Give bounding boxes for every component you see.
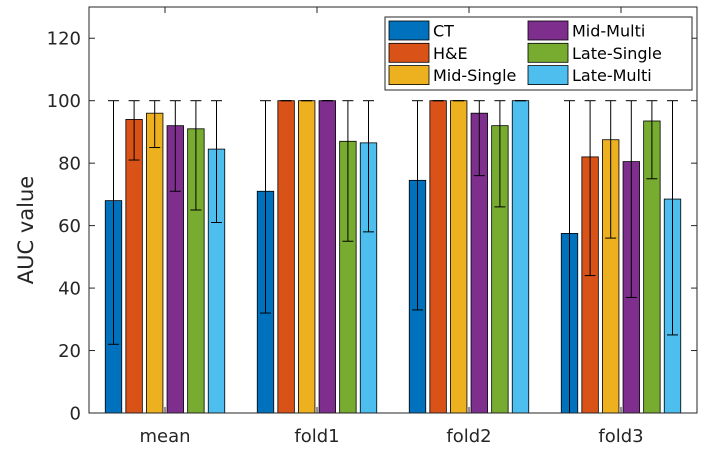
axes-box (88, 6, 698, 414)
x-tick-label-fold2: fold2 (446, 426, 491, 447)
x-tick-label-mean: mean (139, 426, 190, 447)
legend: CT H&E Mid-Single Mid-Multi Late-Single Late-… (384, 16, 693, 91)
error-bar-late-multi-mean (211, 100, 222, 223)
y-tick-label: 100 (47, 91, 81, 112)
x-tick-label-fold3: fold3 (598, 426, 643, 447)
error-bar-late-multi-fold1 (363, 100, 374, 233)
error-bar-late-multi-fold3 (667, 100, 678, 336)
axes-layer: 0 20 40 60 80 100 120 mean fold1 fold2 fold3 (47, 6, 698, 447)
legend-label: Mid-Single (433, 66, 516, 85)
legend-item-late-multi: Late-Multi (527, 65, 652, 85)
bar-h-e-mean (125, 119, 143, 414)
legend-swatch (527, 20, 569, 41)
legend-item-late-single: Late-Single (527, 42, 662, 63)
error-bar-late-single-fold1 (342, 100, 354, 242)
y-tick-label: 120 (47, 29, 81, 50)
error-bar-mid-multi-fold3 (625, 100, 637, 298)
error-bar-ct-mean (108, 100, 119, 345)
error-bars-layer (108, 100, 678, 414)
y-tick-label: 20 (58, 341, 81, 362)
error-bar-mid-single-fold3 (605, 100, 617, 239)
bar-mid-single-mean (146, 112, 164, 414)
bar-late-multi-fold2 (511, 100, 530, 414)
error-bar-ct-fold1 (260, 100, 271, 314)
error-bar-ct-fold2 (412, 100, 423, 311)
y-tick-label: 0 (70, 404, 81, 425)
legend-item-mid-single: Mid-Single (388, 65, 516, 85)
error-bar-h-e-mean (128, 100, 140, 161)
error-bar-late-single-fold3 (646, 100, 658, 180)
bar-mid-multi-fold1 (318, 100, 336, 414)
legend-item-h-e: H&E (388, 42, 468, 63)
legend-label: CT (433, 22, 454, 41)
error-bar-mid-multi-fold2 (473, 100, 485, 177)
error-bar-mid-single-mean (149, 100, 161, 149)
bars-layer (104, 100, 682, 414)
y-tick-label: 80 (58, 154, 81, 175)
legend-item-ct: CT (388, 20, 454, 41)
x-tick-label-fold1: fold1 (294, 426, 339, 447)
y-axis-title: AUC value (14, 176, 38, 284)
y-tick-label: 60 (58, 216, 81, 237)
legend-label: H&E (433, 44, 468, 63)
y-tick-label: 40 (58, 279, 81, 300)
bar-mid-single-fold2 (450, 100, 468, 414)
error-bar-late-single-mean (190, 100, 202, 211)
legend-swatch (388, 65, 430, 85)
error-bar-mid-multi-mean (169, 100, 181, 192)
legend-swatch (527, 42, 569, 63)
legend-label: Late-Single (572, 44, 662, 63)
error-bar-late-single-fold2 (494, 100, 506, 208)
legend-label: Mid-Multi (572, 22, 645, 41)
legend-swatch (388, 20, 430, 41)
legend-label: Late-Multi (572, 66, 652, 85)
error-bar-h-e-fold3 (584, 100, 596, 277)
bar-h-e-fold2 (429, 100, 447, 414)
bar-mid-single-fold1 (298, 100, 316, 414)
bar-h-e-fold1 (277, 100, 295, 414)
legend-swatch (527, 65, 569, 85)
legend-item-mid-multi: Mid-Multi (527, 20, 645, 41)
legend-swatch (388, 42, 430, 63)
